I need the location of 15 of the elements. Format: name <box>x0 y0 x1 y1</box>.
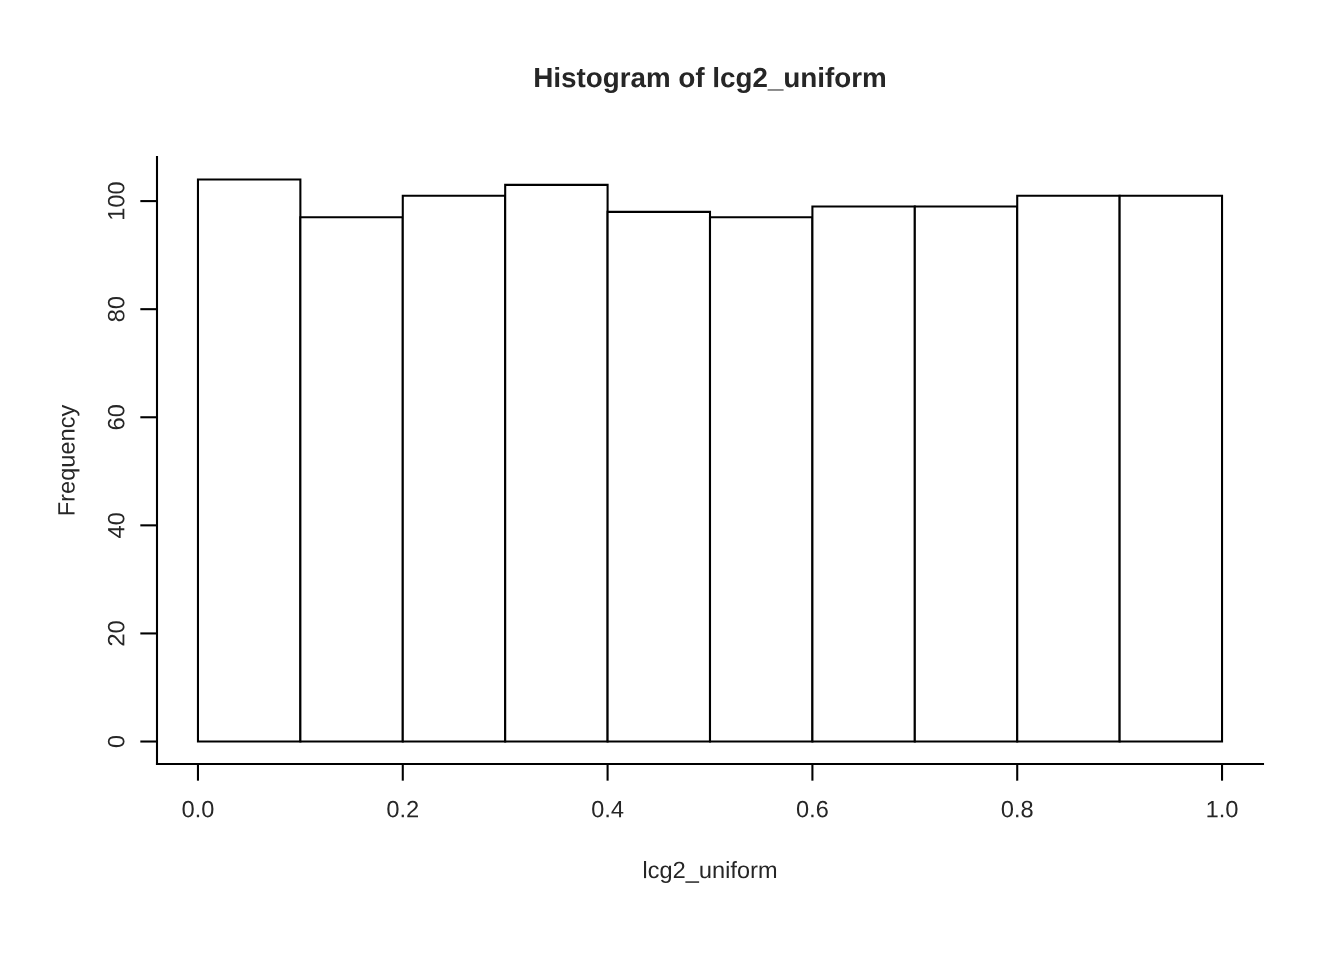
x-tick-label: 0.8 <box>1001 800 1033 818</box>
y-tick-label: 80 <box>107 296 125 322</box>
y-tick-label: 40 <box>107 513 125 538</box>
y-tick-label: 60 <box>107 405 125 430</box>
y-tick-label: 0 <box>107 735 125 748</box>
x-tick-label: 0.6 <box>796 800 828 818</box>
y-tick-label: 100 <box>107 182 125 219</box>
x-tick-label: 0.4 <box>592 800 624 818</box>
x-tick-label: 0.2 <box>387 800 419 818</box>
y-axis-title: Frequency <box>58 404 80 515</box>
x-axis-title: lcg2_uniform <box>644 861 777 884</box>
chart-title: Histogram of lcg2_uniform <box>535 66 885 94</box>
x-tick-label: 0.0 <box>182 800 214 818</box>
y-tick-label: 20 <box>107 621 125 646</box>
x-tick-label: 1.0 <box>1207 800 1238 818</box>
